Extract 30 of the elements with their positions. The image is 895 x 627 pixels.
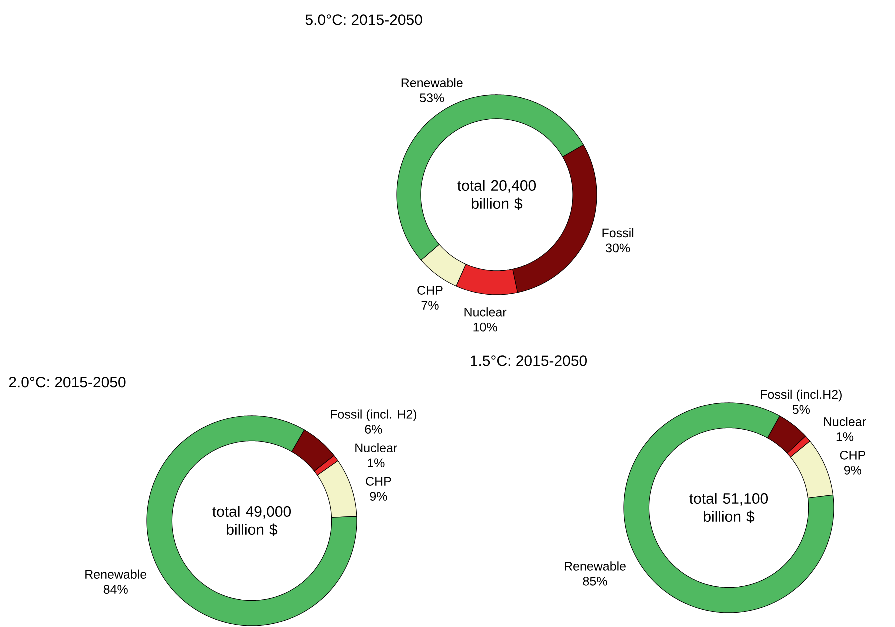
data-label: 9% xyxy=(370,492,388,501)
data-label: 84% xyxy=(104,585,128,594)
data-label: 53% xyxy=(420,94,444,102)
chart-title: 5.0°C: 2015-2050 xyxy=(306,14,422,26)
text: total 51,100 billion $ xyxy=(690,493,768,523)
data-label: 5% xyxy=(792,405,810,414)
data-label: 9% xyxy=(844,466,862,475)
slice-label: CHP xyxy=(418,286,443,295)
data-label: 7% xyxy=(422,301,439,310)
chart-title: 2.0°C: 2015-2050 xyxy=(9,377,126,388)
slice-label: Nuclear xyxy=(356,443,398,453)
slice-label: CHP xyxy=(366,477,392,486)
data-label: 30% xyxy=(606,244,630,253)
slice-label: Fossil xyxy=(602,228,634,238)
text: total 20,400 billion $ xyxy=(458,180,536,210)
text: total 49,000 billion $ xyxy=(212,506,292,536)
data-label: 6% xyxy=(365,425,382,434)
slice-label: Nuclear xyxy=(464,308,507,317)
data-label: 85% xyxy=(583,576,608,586)
data-label: 1% xyxy=(836,432,854,442)
data-label: 1% xyxy=(368,458,385,468)
slice-label: CHP xyxy=(840,450,866,460)
slice-label: Renewable xyxy=(565,562,626,571)
slice-label: Nuclear xyxy=(824,417,866,426)
slice-label: Fossil (incl.H2) xyxy=(761,390,842,402)
slice-label: Renewable xyxy=(86,570,147,579)
data-label: 10% xyxy=(474,322,498,332)
slice-label: Renewable xyxy=(402,78,463,88)
chart-title: 1.5°C: 2015-2050 xyxy=(471,356,587,366)
slice-label: Fossil (incl. H2) xyxy=(331,410,417,422)
